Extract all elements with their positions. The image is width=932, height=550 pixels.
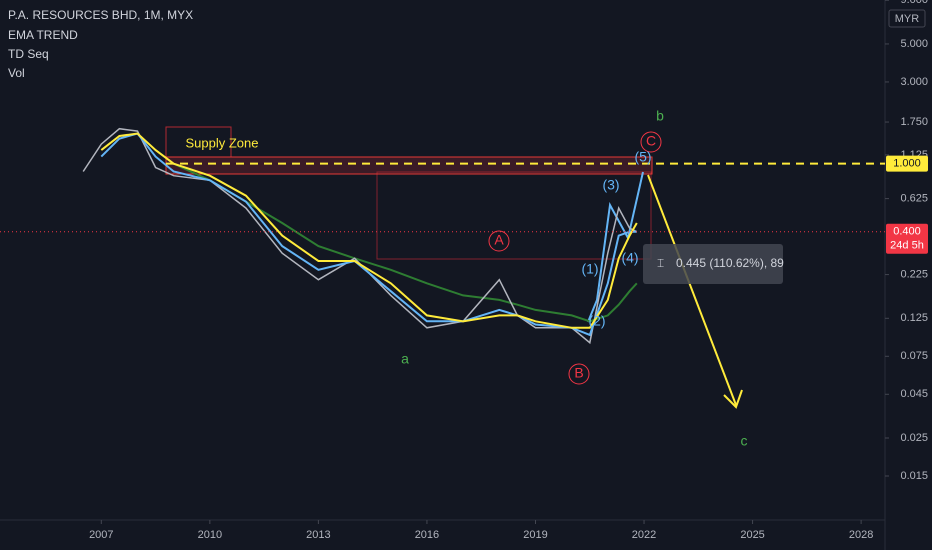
price-label-box bbox=[886, 223, 928, 254]
price-label: 1.000 bbox=[893, 158, 921, 170]
y-tick-label: 3.000 bbox=[900, 76, 928, 88]
annotation: (1) bbox=[581, 261, 598, 277]
annotation: A bbox=[494, 232, 504, 248]
arrow-head bbox=[723, 389, 743, 409]
annotation: (4) bbox=[621, 250, 638, 266]
x-tick-label: 2013 bbox=[306, 529, 330, 541]
annotation: c bbox=[741, 433, 748, 449]
measure-label: 0.445 (110.62%), 89 bbox=[676, 256, 784, 270]
x-tick-label: 2007 bbox=[89, 529, 113, 541]
annotation: a bbox=[401, 351, 409, 367]
zone-box bbox=[376, 171, 652, 260]
supply-zone bbox=[165, 156, 653, 175]
price-label-box bbox=[886, 155, 928, 172]
annotation: (3) bbox=[602, 177, 619, 193]
series-line bbox=[100, 132, 637, 337]
x-tick-label: 2028 bbox=[849, 529, 873, 541]
x-tick-label: 2010 bbox=[198, 529, 222, 541]
price-label: 0.400 bbox=[893, 226, 921, 238]
y-tick-label: 0.125 bbox=[900, 312, 928, 324]
annotation: b bbox=[656, 108, 664, 124]
x-tick-label: 2022 bbox=[632, 529, 656, 541]
y-tick-label: 1.750 bbox=[900, 116, 928, 128]
annotation: (2) bbox=[588, 313, 605, 329]
y-tick-label: 9.000 bbox=[900, 0, 928, 6]
y-tick-label: 0.075 bbox=[900, 350, 928, 362]
indicator: EMA TREND bbox=[8, 28, 78, 42]
label-circle bbox=[568, 363, 590, 385]
y-tick-label: 0.625 bbox=[900, 193, 928, 205]
annotation: (5) bbox=[634, 149, 651, 165]
measure-box bbox=[643, 244, 783, 284]
y-tick-label: 0.015 bbox=[900, 470, 928, 482]
series-line bbox=[82, 127, 638, 345]
annotation: C bbox=[646, 133, 656, 149]
projection bbox=[647, 174, 737, 406]
indicator: Vol bbox=[8, 66, 25, 80]
x-tick-label: 2025 bbox=[740, 529, 764, 541]
y-tick-label: 5.000 bbox=[900, 38, 928, 50]
currency: MYR bbox=[895, 13, 920, 25]
x-tick-label: 2016 bbox=[415, 529, 439, 541]
indicator: TD Seq bbox=[8, 47, 49, 61]
label-circle bbox=[488, 230, 510, 252]
y-tick-label: 0.225 bbox=[900, 268, 928, 280]
wave-path bbox=[587, 171, 644, 323]
countdown: 24d 5h bbox=[890, 240, 924, 252]
series-line bbox=[100, 132, 638, 329]
annotation: Supply Zone bbox=[186, 135, 259, 150]
annotation: B bbox=[574, 365, 583, 381]
series-line bbox=[173, 162, 638, 323]
y-tick-label: 0.025 bbox=[900, 432, 928, 444]
y-tick-label: 0.045 bbox=[900, 388, 928, 400]
x-tick-label: 2019 bbox=[523, 529, 547, 541]
label-circle bbox=[640, 131, 662, 153]
measure-icon: ⌶ bbox=[657, 256, 664, 270]
symbol-title: P.A. RESOURCES BHD, 1M, MYX bbox=[8, 8, 193, 22]
currency-box[interactable] bbox=[888, 9, 926, 28]
